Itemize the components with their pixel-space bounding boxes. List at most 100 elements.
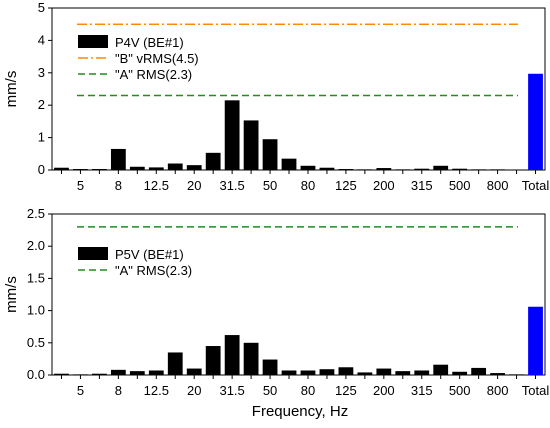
x-tick-label: 50 (263, 383, 277, 398)
bar (205, 346, 221, 375)
legend-label: P5V (BE#1) (115, 247, 184, 262)
x-tick-label: 20 (187, 178, 201, 193)
x-tick-label: 500 (449, 178, 471, 193)
bar (319, 167, 335, 170)
bar (433, 165, 449, 170)
bar (129, 166, 145, 170)
y-tick-label: 0.0 (27, 367, 45, 382)
x-tick-label: 125 (335, 383, 357, 398)
top-panel: 0 1 2 3 4 5 mm/s 5 8 12.5 20 31.5 50 80 125 200 315 500 80… (3, 0, 549, 193)
bar (262, 139, 278, 170)
bar (224, 100, 240, 170)
x-axis-label: Frequency, Hz (252, 403, 348, 420)
bar (148, 167, 164, 170)
bar (262, 359, 278, 375)
x-tick-label: 125 (335, 178, 357, 193)
bar (224, 335, 240, 375)
x-tick-label: Total (522, 178, 550, 193)
bar (471, 367, 487, 375)
bar (167, 352, 183, 375)
bar (338, 367, 354, 375)
bar (414, 370, 430, 375)
bar (509, 169, 524, 171)
bar (110, 369, 126, 375)
plot-frame (51, 7, 546, 171)
y-tick-label: 2 (38, 97, 45, 112)
bar (167, 163, 183, 170)
x-tick-label: 80 (301, 383, 315, 398)
x-tick-label: 800 (487, 383, 509, 398)
legend-swatch (78, 247, 108, 260)
total-bar (528, 306, 543, 375)
y-tick-label: 5 (38, 0, 45, 15)
bar (281, 370, 297, 375)
bar (92, 373, 107, 375)
bar (414, 168, 430, 170)
bar (186, 165, 202, 170)
bar (357, 372, 373, 375)
legend-label: "A" RMS(2.3) (115, 67, 192, 82)
bar (148, 370, 164, 375)
x-tick-label: 200 (373, 383, 395, 398)
total-bar (528, 73, 543, 170)
y-axis-label: mm/s (3, 71, 20, 108)
bar (395, 169, 411, 170)
y-tick-label: 0 (38, 162, 45, 177)
bar (357, 169, 373, 170)
x-tick-label: 80 (301, 178, 315, 193)
bar (110, 148, 126, 170)
bar (319, 369, 335, 375)
x-tick-label: 5 (77, 178, 84, 193)
bar (54, 373, 69, 375)
legend-label: "A" RMS(2.3) (115, 263, 192, 278)
y-tick-label: 0.5 (27, 335, 45, 350)
y-tick-label: 1 (38, 130, 45, 145)
bar (205, 152, 221, 170)
x-tick-label: 315 (411, 383, 433, 398)
x-tick-label: 500 (449, 383, 471, 398)
bar (452, 168, 468, 170)
x-tick-label: 20 (187, 383, 201, 398)
bar (490, 373, 505, 375)
y-tick-label: 2.0 (27, 238, 45, 253)
bar (471, 169, 487, 170)
bar (129, 371, 145, 375)
x-tick-label: 31.5 (219, 178, 244, 193)
bar (452, 371, 468, 375)
bar (186, 368, 202, 375)
y-tick-label: 1.5 (27, 270, 45, 285)
x-tick-label: 31.5 (219, 383, 244, 398)
bottom-panel: 0.0 0.5 1.0 1.5 2.0 2.5 mm/s 5 8 12.5 20 31.5 50 80 12… (3, 206, 549, 398)
plot-frame (51, 213, 546, 376)
bar (243, 120, 259, 170)
legend-swatch (78, 35, 108, 48)
bar (54, 167, 69, 170)
x-tick-label: 200 (373, 178, 395, 193)
bar (338, 169, 354, 170)
bar (433, 364, 449, 375)
bar (509, 374, 524, 375)
bar (73, 374, 88, 375)
x-tick-label: 50 (263, 178, 277, 193)
y-axis-label: mm/s (3, 276, 20, 313)
x-tick-label: 800 (487, 178, 509, 193)
x-tick-label: 8 (115, 178, 122, 193)
bar (92, 169, 107, 170)
legend-label: P4V (BE#1) (115, 35, 184, 50)
bar (300, 370, 316, 375)
y-tick-label: 4 (38, 32, 45, 47)
bar (73, 169, 88, 170)
bar (376, 368, 392, 375)
y-tick-label: 2.5 (27, 206, 45, 221)
x-tick-label: Total (522, 383, 550, 398)
bar (300, 165, 316, 170)
x-tick-label: 5 (77, 383, 84, 398)
x-tick-label: 12.5 (144, 178, 169, 193)
bar (243, 342, 259, 375)
x-tick-label: 315 (411, 178, 433, 193)
bar (376, 168, 392, 170)
bar (281, 158, 297, 170)
y-tick-label: 1.0 (27, 303, 45, 318)
bar (395, 371, 411, 375)
